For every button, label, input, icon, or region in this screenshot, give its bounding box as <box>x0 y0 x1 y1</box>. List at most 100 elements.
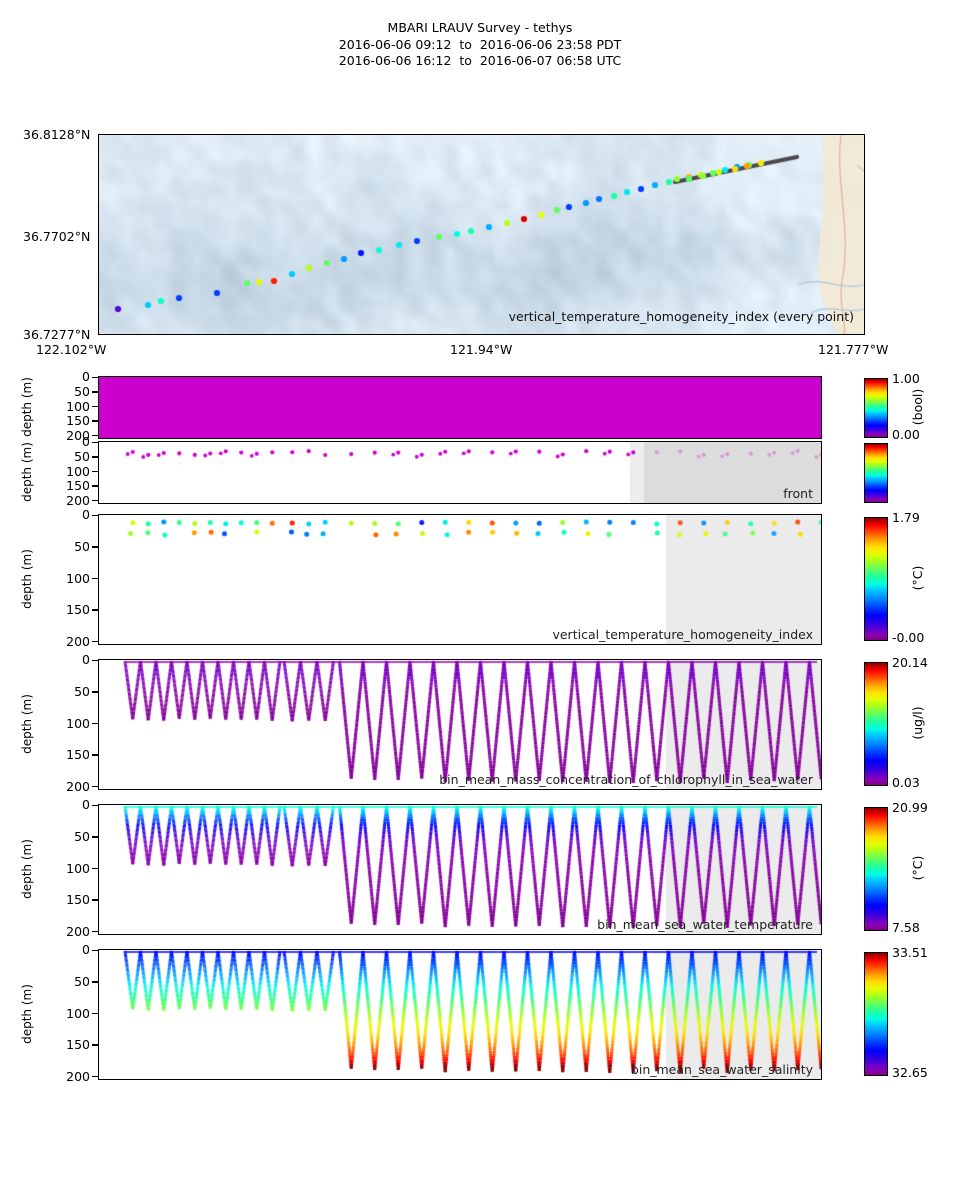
depth-tick-label: 50 <box>74 828 90 844</box>
depth-tick-mark <box>92 691 98 693</box>
panel-chlorophyll-canvas <box>99 660 821 789</box>
colorbar <box>864 517 888 641</box>
depth-tick-mark <box>92 546 98 548</box>
colorbar <box>864 807 888 931</box>
panel-vthi-label: vertical_temperature_homogeneity_index <box>552 627 813 642</box>
colorbar-unit-label: (ug/l) <box>910 706 925 740</box>
colorbar-min-label: -0.00 <box>892 630 925 645</box>
depth-tick-mark <box>92 499 98 502</box>
map-lat-tick-mid: 36.7702°N <box>23 229 91 244</box>
depth-tick-mark <box>92 804 98 807</box>
depth-tick-label: 150 <box>66 747 90 763</box>
depth-tick-mark <box>92 391 98 393</box>
depth-tick-label: 50 <box>74 448 90 464</box>
map-lon-tick-mid: 121.94°W <box>450 342 513 357</box>
depth-tick-mark <box>92 434 98 437</box>
depth-tick-label: 100 <box>66 398 90 414</box>
depth-tick-label: 100 <box>66 570 90 586</box>
panel-temperature[interactable]: bin_mean_sea_water_temperature <box>98 804 822 935</box>
depth-tick-label: 50 <box>74 973 90 989</box>
depth-tick-label: 150 <box>66 1037 90 1053</box>
map-track-points-canvas <box>99 135 864 334</box>
panel-chlorophyll-label: bin_mean_mass_concentration_of_chlorophy… <box>439 772 813 787</box>
map-lat-tick-bottom: 36.7277°N <box>23 327 91 342</box>
depth-tick-mark <box>92 722 98 725</box>
survey-title: MBARI LRAUV Survey - tethys <box>387 20 573 35</box>
depth-tick-label: 100 <box>66 1005 90 1021</box>
depth-tick-mark <box>92 470 98 473</box>
depth-tick-label: 200 <box>66 923 90 939</box>
time-range-pdt: 2016-06-06 09:12 to 2016-06-06 23:58 PDT <box>338 36 622 52</box>
depth-tick-mark <box>92 949 98 952</box>
panel-front-canvas <box>99 442 821 503</box>
depth-tick-label: 200 <box>66 1068 90 1084</box>
depth-tick-label: 0 <box>82 369 90 385</box>
depth-tick-label: 150 <box>66 602 90 618</box>
map-lon-tick-left: 122.102°W <box>36 342 107 357</box>
depth-tick-mark <box>92 485 98 487</box>
depth-tick-label: 150 <box>66 478 90 494</box>
depth-tick-label: 200 <box>66 633 90 649</box>
depth-tick-mark <box>92 577 98 580</box>
depth-axis-label: depth (m) <box>20 693 34 754</box>
depth-tick-label: 100 <box>66 860 90 876</box>
map-lat-tick-top: 36.8128°N <box>23 127 91 142</box>
panel-bool-canvas <box>99 377 821 438</box>
depth-tick-label: 0 <box>82 942 90 958</box>
colorbar-unit-label: (°C) <box>910 565 925 591</box>
depth-axis-label: depth (m) <box>20 441 34 502</box>
depth-tick-label: 50 <box>74 538 90 554</box>
panel-bool[interactable] <box>98 376 822 439</box>
colorbar-unit-label: (bool) <box>910 388 925 426</box>
colorbar-max-label: 1.00 <box>892 371 920 386</box>
depth-tick-mark <box>92 376 98 379</box>
colorbar <box>864 952 888 1076</box>
colorbar <box>864 443 888 503</box>
panel-salinity-canvas <box>99 950 821 1079</box>
panel-salinity-label: bin_mean_sea_water_salinity <box>630 1062 813 1077</box>
colorbar <box>864 378 888 438</box>
colorbar-max-label: 33.51 <box>892 945 928 960</box>
depth-tick-label: 0 <box>82 652 90 668</box>
panel-front-label: front <box>783 486 813 501</box>
colorbar-max-label: 20.99 <box>892 800 928 815</box>
depth-tick-mark <box>92 456 98 458</box>
depth-tick-label: 150 <box>66 413 90 429</box>
depth-tick-mark <box>92 609 98 611</box>
colorbar-max-label: 1.79 <box>892 510 920 525</box>
depth-axis-label: depth (m) <box>20 838 34 899</box>
colorbar-min-label: 0.03 <box>892 775 920 790</box>
panel-vthi[interactable]: vertical_temperature_homogeneity_index <box>98 514 822 645</box>
map-annotation: vertical_temperature_homogeneity_index (… <box>508 309 854 324</box>
panel-front[interactable]: front <box>98 441 822 504</box>
depth-tick-mark <box>92 420 98 422</box>
depth-tick-label: 50 <box>74 683 90 699</box>
time-range-utc: 2016-06-06 16:12 to 2016-06-07 06:58 UTC <box>338 53 622 68</box>
depth-axis-label: depth (m) <box>20 376 34 437</box>
panel-vthi-canvas <box>99 515 821 644</box>
panel-temperature-canvas <box>99 805 821 934</box>
map-lon-tick-right: 121.777°W <box>818 342 889 357</box>
depth-axis-label: depth (m) <box>20 548 34 609</box>
depth-tick-label: 100 <box>66 463 90 479</box>
depth-tick-mark <box>92 1044 98 1046</box>
depth-tick-mark <box>92 441 98 444</box>
depth-axis-label: depth (m) <box>20 983 34 1044</box>
depth-tick-mark <box>92 930 98 933</box>
colorbar-max-label: 20.14 <box>892 655 928 670</box>
depth-tick-label: 50 <box>74 383 90 399</box>
depth-tick-label: 150 <box>66 892 90 908</box>
depth-tick-mark <box>92 514 98 517</box>
panel-chlorophyll[interactable]: bin_mean_mass_concentration_of_chlorophy… <box>98 659 822 790</box>
depth-tick-mark <box>92 659 98 662</box>
depth-tick-mark <box>92 1075 98 1078</box>
depth-tick-mark <box>92 640 98 643</box>
depth-tick-label: 0 <box>82 507 90 523</box>
depth-tick-label: 0 <box>82 797 90 813</box>
depth-tick-mark <box>92 867 98 870</box>
panel-salinity[interactable]: bin_mean_sea_water_salinity <box>98 949 822 1080</box>
depth-tick-label: 200 <box>66 778 90 794</box>
depth-tick-mark <box>92 981 98 983</box>
depth-tick-mark <box>92 785 98 788</box>
survey-map[interactable]: vertical_temperature_homogeneity_index (… <box>98 134 865 335</box>
